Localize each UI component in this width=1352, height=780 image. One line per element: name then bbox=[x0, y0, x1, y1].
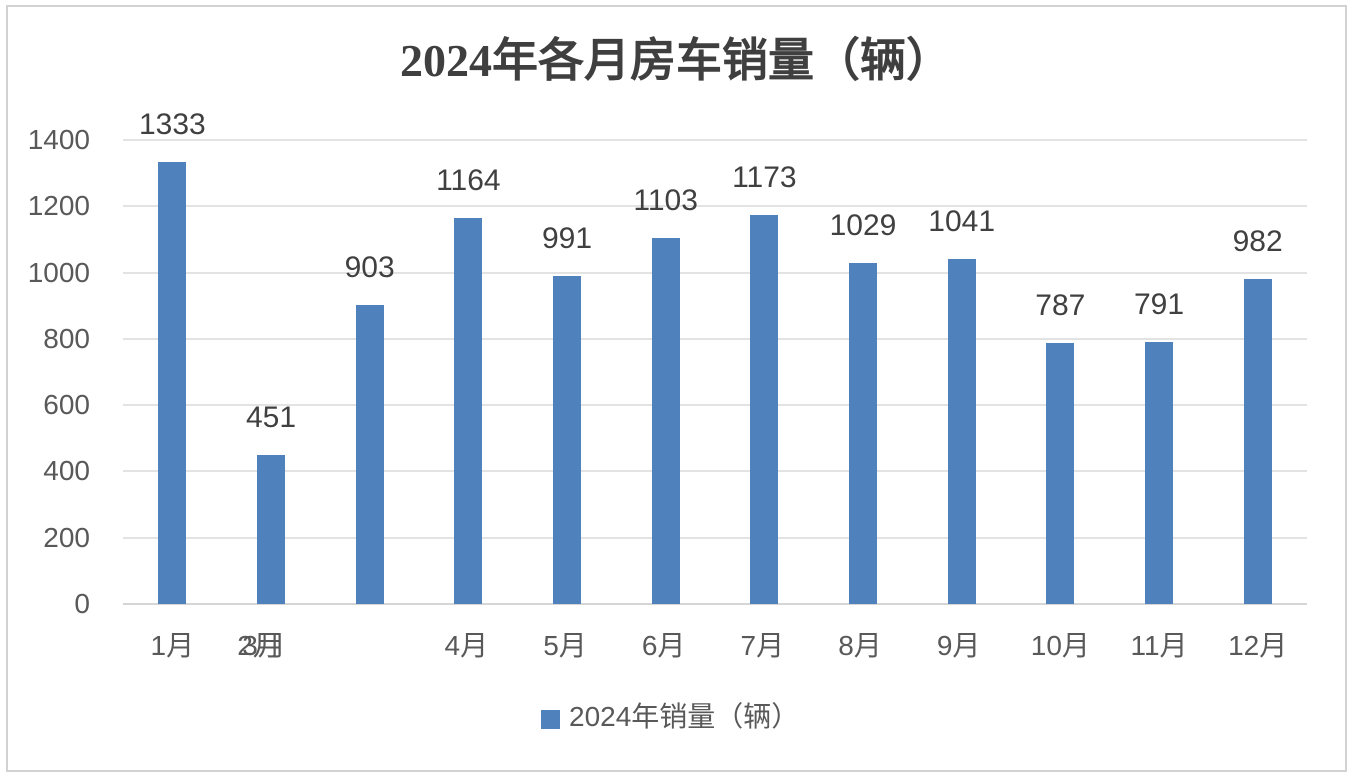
legend-swatch bbox=[541, 709, 560, 729]
data-label-12月: 982 bbox=[1232, 224, 1283, 258]
x-axis-label-12月: 12月 bbox=[1228, 630, 1288, 661]
bar-3月 bbox=[355, 304, 384, 604]
bar-4月 bbox=[454, 218, 483, 604]
gridline-800 bbox=[123, 337, 1307, 340]
bar-1月 bbox=[158, 162, 187, 604]
x-axis-label-4月: 4月 bbox=[444, 630, 489, 661]
data-label-7月: 1173 bbox=[732, 161, 797, 195]
y-axis-tick-label: 1200 bbox=[27, 190, 90, 222]
data-label-1月: 1333 bbox=[138, 108, 206, 142]
gridline-200 bbox=[123, 536, 1307, 539]
gridline-0 bbox=[123, 603, 1307, 605]
gridline-1200 bbox=[123, 205, 1307, 208]
y-axis-tick-label: 1000 bbox=[27, 256, 90, 288]
legend-series-label: 2024年销量（辆） bbox=[569, 701, 800, 732]
gridline-400 bbox=[123, 470, 1307, 473]
bar-9月 bbox=[947, 258, 976, 604]
y-axis-tick-label: 400 bbox=[43, 455, 90, 487]
data-label-3月: 903 bbox=[344, 250, 395, 284]
bar-11月 bbox=[1145, 341, 1173, 604]
gridline-1400 bbox=[123, 139, 1307, 141]
bar-7月 bbox=[750, 215, 779, 604]
data-label-9月: 1041 bbox=[928, 204, 996, 238]
data-label-5月: 991 bbox=[541, 221, 593, 255]
chart-title: 2024年各月房车销量（辆） bbox=[400, 35, 952, 86]
x-axis-label-8月: 8月 bbox=[838, 630, 882, 661]
y-axis-tick-label: 1400 bbox=[27, 124, 90, 155]
bar-5月 bbox=[553, 275, 581, 604]
y-axis-tick-label: 0 bbox=[74, 588, 90, 619]
x-axis-label-1月: 1月 bbox=[150, 630, 195, 661]
data-label-4月: 1164 bbox=[436, 164, 501, 198]
x-axis-label-5月: 5月 bbox=[543, 630, 587, 661]
bar-2月 bbox=[257, 454, 285, 604]
legend: 2024年销量（辆） bbox=[541, 699, 799, 735]
bar-6月 bbox=[651, 238, 680, 604]
data-label-10月: 787 bbox=[1035, 289, 1086, 323]
y-axis-tick-label: 200 bbox=[43, 521, 90, 553]
data-label-2月: 451 bbox=[245, 400, 297, 434]
x-axis-label-2月: 2月 bbox=[237, 630, 281, 661]
gridline-600 bbox=[123, 404, 1307, 407]
data-label-8月: 1029 bbox=[829, 208, 897, 242]
bar-8月 bbox=[849, 262, 877, 604]
y-axis-tick-label: 600 bbox=[43, 389, 90, 421]
x-axis-label-11月: 11月 bbox=[1130, 630, 1188, 661]
data-label-6月: 1103 bbox=[633, 184, 698, 218]
x-axis-label-3月: 3月 bbox=[242, 630, 286, 661]
bar-12月 bbox=[1243, 278, 1272, 604]
x-axis-label-6月: 6月 bbox=[641, 630, 686, 661]
y-axis-tick-label: 800 bbox=[43, 322, 90, 354]
gridline-1000 bbox=[123, 271, 1307, 274]
bar-10月 bbox=[1046, 343, 1075, 604]
x-axis-label-9月: 9月 bbox=[936, 630, 981, 661]
x-axis-label-10月: 10月 bbox=[1030, 630, 1090, 661]
x-axis-label-7月: 7月 bbox=[740, 630, 785, 661]
data-label-11月: 791 bbox=[1133, 287, 1185, 321]
